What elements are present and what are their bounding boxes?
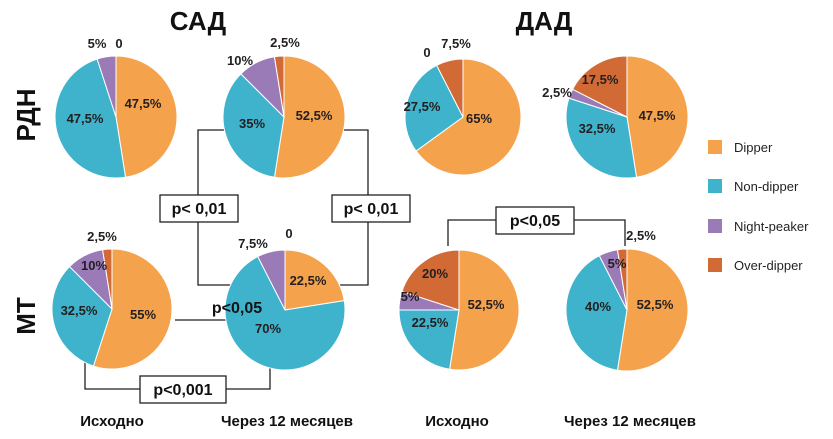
row-label-rdn: РДН <box>11 88 41 141</box>
data-label: 10% <box>227 53 253 68</box>
pie-slice-dipper <box>115 55 178 178</box>
pie-slice-non-dipper <box>222 73 285 178</box>
pie-slice-over-dipper <box>616 248 628 311</box>
pvalue-box-rdn-sad: p< 0,01 <box>159 194 239 223</box>
pie-8: 52,5% 40% 5% 2,5% <box>565 228 689 372</box>
data-label: 55% <box>130 307 156 322</box>
header-dad: ДАД <box>516 6 573 36</box>
pie-slice-dipper <box>284 249 345 311</box>
pie-slice-non-dipper <box>565 97 638 179</box>
data-label: 65% <box>466 111 492 126</box>
data-label: 52,5% <box>637 297 674 312</box>
pvalue-mt-sad-cross: p<0,05 <box>212 300 262 317</box>
data-label: 17,5% <box>582 72 619 87</box>
pvalue-dad-mt: p<0,05 <box>510 213 560 230</box>
data-label: 35% <box>239 116 265 131</box>
pie-1: 47,5% 47,5% 5% 0 <box>54 36 178 179</box>
pvalue-box-mt-sad-bottom: p<0,001 <box>139 375 227 404</box>
row-label-mt: МТ <box>11 297 41 335</box>
data-label: 52,5% <box>296 108 333 123</box>
data-label: 2,5% <box>87 229 117 244</box>
pie-slice-non-dipper <box>565 254 628 371</box>
pvalue-rdn-sad: p< 0,01 <box>172 201 227 218</box>
pie-slice-dipper <box>626 55 689 178</box>
data-label: 0 <box>115 36 122 51</box>
data-label: 5% <box>401 289 420 304</box>
pie-slice-dipper <box>415 58 522 176</box>
data-label: 47,5% <box>639 108 676 123</box>
legend-label: Over-dipper <box>734 258 803 273</box>
data-label: 2,5% <box>626 228 656 243</box>
legend: Dipper Non-dipper Night-peaker Over-dipper <box>708 140 809 273</box>
pie-slice-over-dipper <box>401 249 460 311</box>
data-label: 22,5% <box>412 315 449 330</box>
pvalue-box-rdn-sad-right: p< 0,01 <box>331 194 411 223</box>
data-label: 52,5% <box>468 297 505 312</box>
caption-dad-12m: Через 12 месяцев <box>564 413 696 430</box>
caption-sad-baseline: Исходно <box>80 413 144 430</box>
pie-slice-non-dipper <box>54 58 127 179</box>
data-label: 2,5% <box>270 35 300 50</box>
pie-slice-over-dipper <box>571 55 628 118</box>
pie-6: 22,5% 70% 7,5% 0 <box>224 226 346 371</box>
pie-2: 52,5% 35% 10% 2,5% <box>222 35 346 179</box>
legend-swatch <box>708 219 722 233</box>
pie-3: 65% 27,5% 0 7,5% <box>404 36 522 176</box>
legend-label: Night-peaker <box>734 219 809 234</box>
pie-slice-night-peaker <box>96 55 117 118</box>
pie-slice-non-dipper <box>224 255 346 371</box>
data-label: 70% <box>255 321 281 336</box>
caption-dad-baseline: Исходно <box>425 413 489 430</box>
legend-swatch <box>708 179 722 193</box>
pie-5: 55% 32,5% 10% 2,5% <box>51 229 173 370</box>
pie-slice-non-dipper <box>398 309 460 370</box>
data-label: 7,5% <box>238 236 268 251</box>
pie-slice-over-dipper <box>435 58 464 118</box>
pvalue-mt-sad-cross-group: p<0,05 <box>212 300 262 317</box>
legend-label: Dipper <box>734 140 773 155</box>
pie-slice-over-dipper <box>273 55 285 118</box>
caption-sad-12m: Через 12 месяцев <box>221 413 353 430</box>
pie-7: 52,5% 22,5% 5%20% <box>398 249 520 371</box>
comparison-lines <box>84 129 626 390</box>
data-label: 5% <box>88 36 107 51</box>
pvalue-mt-sad-bottom: p<0,001 <box>153 382 212 399</box>
pie-slice-night-peaker <box>257 249 286 311</box>
data-label: 10% <box>81 258 107 273</box>
data-label: 20% <box>422 266 448 281</box>
data-label: 40% <box>585 299 611 314</box>
legend-label: Non-dipper <box>734 179 799 194</box>
data-label: 0 <box>423 45 430 60</box>
pie-slice-dipper <box>616 248 689 372</box>
pie-charts: 47,5% 47,5% 5% 0 52,5% 35% 10% 2,5% 65% 27,5% 0 7,5… <box>51 35 689 372</box>
data-label: 27,5% <box>404 99 441 114</box>
pie-slice-non-dipper <box>404 64 464 152</box>
data-label: 32,5% <box>61 303 98 318</box>
legend-swatch <box>708 140 722 154</box>
pie-slice-non-dipper <box>51 265 113 367</box>
data-label: 22,5% <box>290 273 327 288</box>
pie-slice-dipper <box>273 55 346 179</box>
data-label: 5% <box>608 256 627 271</box>
legend-swatch <box>708 258 722 272</box>
data-label: 32,5% <box>579 121 616 136</box>
data-label: 0 <box>285 226 292 241</box>
pie-4: 47,5% 32,5% 2,5% 17,5% <box>542 55 689 179</box>
pie-slice-dipper <box>92 248 173 370</box>
pvalue-rdn-sad-right: p< 0,01 <box>344 201 399 218</box>
data-label: 7,5% <box>441 36 471 51</box>
pie-slice-over-dipper <box>102 248 113 310</box>
data-label: 47,5% <box>125 96 162 111</box>
pvalue-box-dad-mt: p<0,05 <box>495 206 575 235</box>
data-label: 47,5% <box>67 111 104 126</box>
header-sad: САД <box>170 6 227 36</box>
data-label: 2,5% <box>542 85 572 100</box>
pie-slice-dipper <box>449 249 520 371</box>
